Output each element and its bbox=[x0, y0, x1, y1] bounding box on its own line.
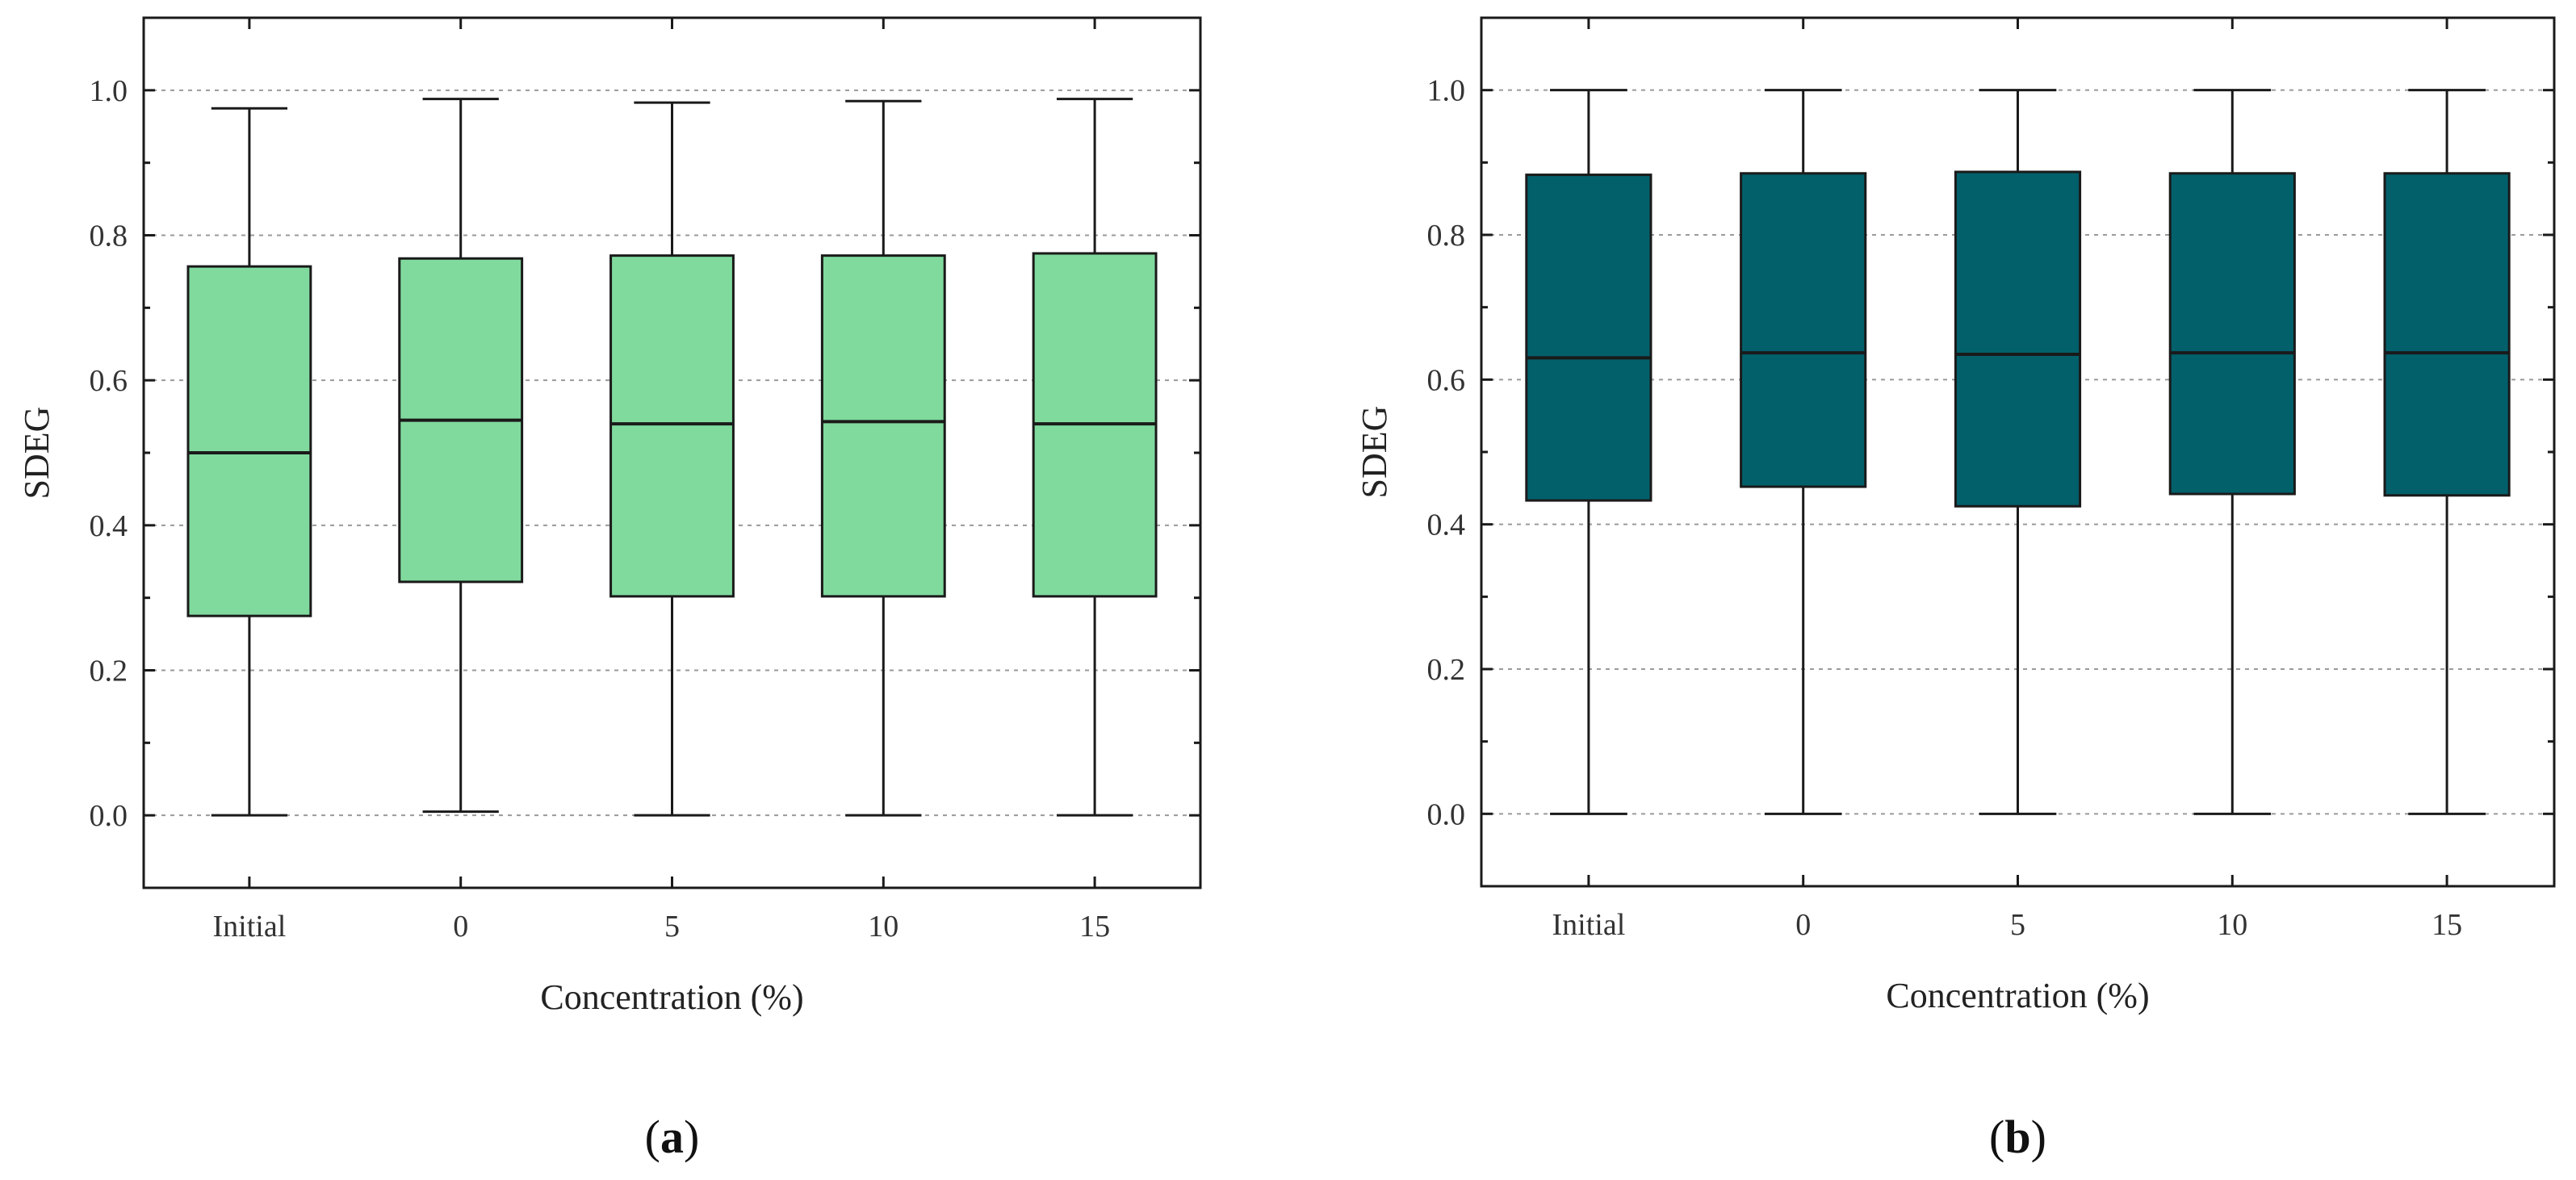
box-15 bbox=[2383, 89, 2511, 815]
iqr-box bbox=[2383, 172, 2511, 497]
y-tick-label: 0.4 bbox=[1427, 508, 1466, 542]
x-tick-label: 0 bbox=[1795, 908, 1811, 942]
y-tick-label: 0.4 bbox=[90, 509, 128, 543]
x-tick-label: Initial bbox=[213, 910, 287, 944]
y-tick-label: 0.8 bbox=[90, 220, 128, 253]
iqr-box bbox=[820, 254, 946, 598]
x-tick-label: 10 bbox=[2217, 908, 2247, 942]
x-tick-label: 5 bbox=[2010, 908, 2025, 942]
x-tick-label: 15 bbox=[1079, 910, 1110, 944]
box-initial bbox=[1525, 89, 1652, 815]
panel-a: 0.0 0.2 0.4 0.6 0.8 1.0 Initial 0 5 10 15 Concentra… bbox=[17, 16, 1202, 1163]
y-tick-label: 0.8 bbox=[1427, 219, 1466, 253]
box-0 bbox=[1740, 89, 1867, 815]
x-tick-label: 5 bbox=[664, 910, 680, 944]
box-5 bbox=[1954, 89, 2082, 815]
y-tick-label: 0.6 bbox=[1427, 363, 1466, 397]
box-initial bbox=[186, 107, 312, 817]
x-axis-title: Concentration (%) bbox=[1886, 976, 2149, 1015]
y-tick-label: 1.0 bbox=[1427, 74, 1466, 108]
x-tick-label: 10 bbox=[868, 910, 898, 944]
box-5 bbox=[609, 101, 735, 817]
y-tick-label: 1.0 bbox=[90, 74, 128, 108]
y-tick-label: 0.2 bbox=[1427, 653, 1466, 687]
iqr-box bbox=[186, 265, 312, 617]
panel-b: 0.0 0.2 0.4 0.6 0.8 1.0 Initial 0 5 10 15 Concentra… bbox=[1355, 16, 2556, 1163]
box-15 bbox=[1032, 98, 1158, 817]
y-axis-title: SDEG bbox=[17, 407, 57, 500]
x-axis-title: Concentration (%) bbox=[540, 977, 803, 1017]
panel-label: (b) bbox=[1989, 1111, 2046, 1163]
x-tick-label: 15 bbox=[2431, 908, 2462, 942]
iqr-box bbox=[1954, 170, 2082, 508]
iqr-box bbox=[1740, 172, 1867, 488]
box-10 bbox=[820, 99, 946, 817]
iqr-box bbox=[1525, 174, 1652, 502]
y-tick-label: 0.0 bbox=[90, 799, 128, 833]
iqr-box bbox=[609, 254, 735, 598]
y-tick-label: 0.0 bbox=[1427, 797, 1466, 831]
y-axis-title: SDEG bbox=[1355, 406, 1394, 499]
box-0 bbox=[398, 98, 524, 814]
y-tick-label: 0.2 bbox=[90, 655, 128, 688]
iqr-box bbox=[2168, 172, 2296, 496]
x-tick-label: Initial bbox=[1552, 908, 1626, 942]
y-tick-label: 0.6 bbox=[90, 364, 128, 398]
panel-label: (a) bbox=[645, 1111, 700, 1163]
box-10 bbox=[2168, 89, 2296, 815]
x-tick-label: 0 bbox=[453, 910, 468, 944]
